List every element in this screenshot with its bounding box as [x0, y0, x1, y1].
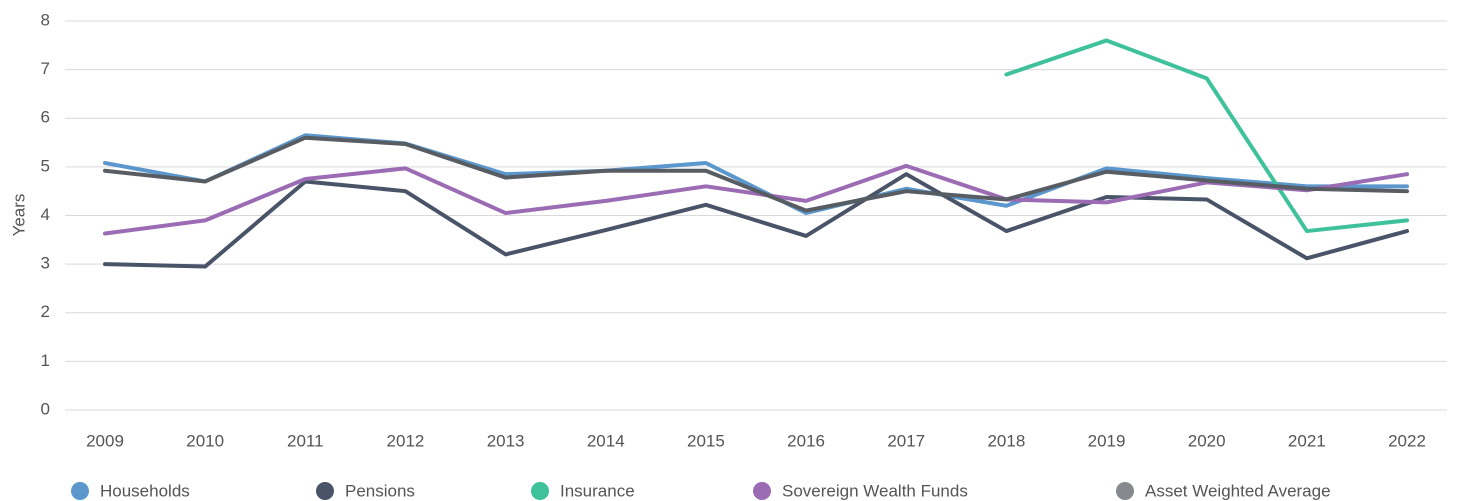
y-tick-label: 3	[41, 254, 50, 273]
legend-marker	[71, 482, 89, 500]
legend-label: Pensions	[345, 481, 415, 500]
x-tick-label: 2015	[687, 431, 725, 450]
legend-marker	[1116, 482, 1134, 500]
line-series	[103, 135, 1409, 213]
x-tick-label: 2014	[587, 431, 625, 450]
x-tick-label: 2013	[487, 431, 525, 450]
legend-item: Pensions	[316, 481, 415, 500]
y-tick-label: 5	[41, 156, 50, 175]
y-tick-label: 2	[41, 302, 50, 321]
legend-label: Insurance	[560, 481, 635, 500]
legend-marker	[316, 482, 334, 500]
line-series	[103, 172, 1409, 269]
legend-marker	[753, 482, 771, 500]
x-tick-label: 2019	[1088, 431, 1126, 450]
x-tick-label: 2020	[1188, 431, 1226, 450]
x-tick-label: 2012	[387, 431, 425, 450]
legend-label: Households	[100, 481, 190, 500]
y-tick-label: 4	[41, 205, 50, 224]
x-tick-label: 2010	[186, 431, 224, 450]
y-axis-label: Years	[9, 194, 28, 237]
y-tick-label: 8	[41, 10, 50, 29]
y-tick-label: 6	[41, 108, 50, 127]
line-series	[103, 133, 1409, 216]
x-tick-label: 2017	[887, 431, 925, 450]
legend-label: Sovereign Wealth Funds	[782, 481, 968, 500]
legend-item: Insurance	[531, 481, 635, 500]
legend-item: Sovereign Wealth Funds	[753, 481, 968, 500]
legend-marker	[531, 482, 549, 500]
line-series	[103, 163, 1409, 236]
legend-label: Asset Weighted Average	[1145, 481, 1331, 500]
x-tick-label: 2022	[1388, 431, 1426, 450]
y-tick-label: 7	[41, 59, 50, 78]
y-tick-label: 0	[41, 399, 50, 418]
x-tick-label: 2011	[287, 431, 324, 450]
x-tick-label: 2018	[987, 431, 1025, 450]
legend-item: Households	[71, 481, 190, 500]
y-tick-label: 1	[41, 351, 50, 370]
line-series	[1004, 38, 1409, 234]
x-tick-label: 2009	[86, 431, 124, 450]
legend-item: Asset Weighted Average	[1116, 481, 1331, 500]
x-tick-label: 2016	[787, 431, 825, 450]
x-tick-label: 2021	[1288, 431, 1326, 450]
